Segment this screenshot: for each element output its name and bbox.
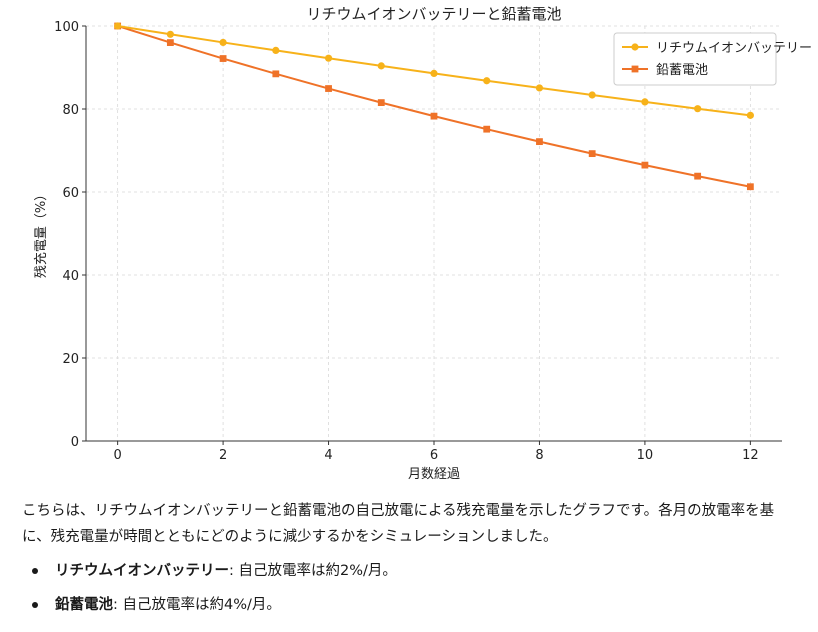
x-tick-label: 10	[637, 448, 654, 463]
chart-series	[114, 22, 754, 191]
bullet-term: 鉛蓄電池	[55, 597, 113, 613]
y-tick-label: 0	[71, 435, 79, 450]
chart-ticks: 0 2 4 6 8 10 12 0 20 40 60 80 100	[54, 20, 758, 463]
legend-swatch-marker	[631, 65, 639, 73]
chart-grid	[86, 25, 782, 442]
data-point	[746, 111, 754, 119]
y-tick-label: 60	[62, 186, 79, 201]
bullet-term: リチウムイオンバッテリー	[55, 563, 229, 579]
data-point	[114, 22, 122, 30]
x-tick-label: 0	[113, 448, 121, 463]
bullet-item: リチウムイオンバッテリー: 自己放電率は約2%/月。	[22, 558, 802, 584]
bullet-text: : 自己放電率は約2%/月。	[229, 563, 397, 579]
data-point	[272, 46, 280, 55]
data-point	[535, 84, 544, 92]
data-point	[694, 105, 702, 113]
legend-label: 鉛蓄電池	[656, 63, 708, 78]
data-point	[588, 91, 596, 99]
data-point	[324, 54, 333, 62]
y-tick-label: 100	[54, 20, 79, 35]
data-point	[430, 69, 438, 77]
data-point	[746, 183, 754, 191]
y-tick-label: 20	[62, 352, 79, 367]
legend-swatch-marker	[631, 43, 639, 51]
data-point	[377, 62, 385, 70]
data-point	[588, 150, 596, 158]
legend-box	[613, 32, 777, 86]
data-point	[325, 85, 332, 92]
data-point	[641, 161, 649, 169]
data-point	[694, 172, 702, 180]
data-point	[166, 39, 174, 46]
data-point	[483, 77, 491, 85]
data-point	[430, 112, 438, 120]
message-paragraph: こちらは、リチウムイオンバッテリーと鉛蓄電池の自己放電による残充電量を示したグラ…	[22, 503, 775, 545]
assistant-message: こちらは、リチウムイオンバッテリーと鉛蓄電池の自己放電による残充電量を示したグラ…	[22, 498, 802, 618]
data-point	[483, 125, 491, 133]
data-point	[536, 138, 543, 146]
data-point	[166, 30, 174, 38]
chart-title: リチウムイオンバッテリーと鉛蓄電池	[306, 5, 561, 23]
data-point	[377, 99, 385, 107]
bullet-text: : 自己放電率は約4%/月。	[113, 597, 281, 613]
x-axis-label: 月数経過	[408, 467, 460, 482]
data-point	[641, 98, 649, 106]
legend-label: リチウムイオンバッテリー	[656, 41, 812, 56]
data-point	[272, 70, 280, 78]
y-tick-label: 80	[62, 103, 79, 118]
message-bullets: リチウムイオンバッテリー: 自己放電率は約2%/月。 鉛蓄電池: 自己放電率は約…	[22, 558, 802, 618]
data-point	[219, 55, 227, 62]
y-tick-label: 40	[62, 269, 79, 284]
x-tick-label: 2	[219, 448, 227, 463]
x-tick-label: 6	[430, 448, 438, 463]
y-axis-label: 残充電量（%）	[33, 188, 49, 278]
data-point	[219, 38, 227, 47]
x-tick-label: 8	[535, 448, 543, 463]
bullet-item: 鉛蓄電池: 自己放電率は約4%/月。	[22, 592, 802, 618]
x-tick-label: 12	[742, 448, 759, 463]
x-tick-label: 4	[324, 448, 332, 463]
